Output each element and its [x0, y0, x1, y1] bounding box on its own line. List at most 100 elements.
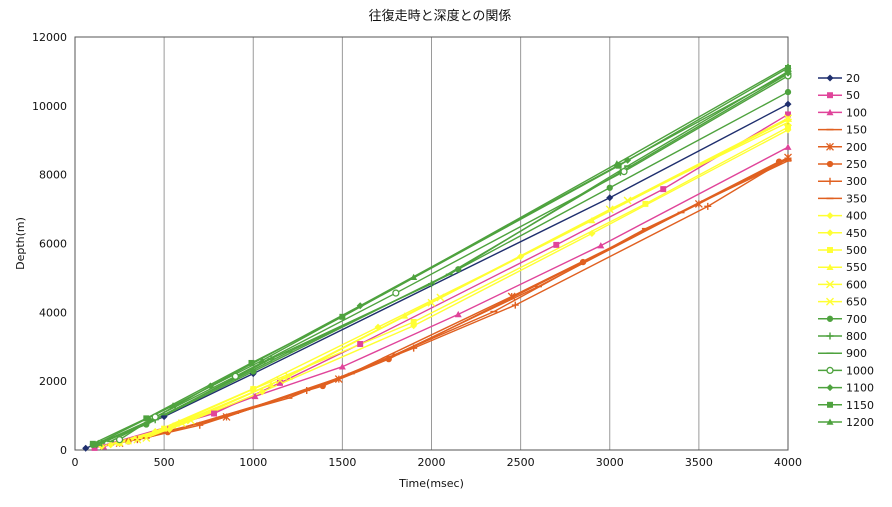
data-point: [410, 344, 418, 352]
data-point: [211, 410, 218, 417]
legend-marker: [826, 384, 834, 392]
data-point: [151, 413, 159, 421]
data-point: [785, 111, 791, 118]
series-line-550: [128, 118, 789, 443]
data-point: [454, 310, 462, 318]
data-point: [319, 382, 326, 390]
data-point: [143, 421, 150, 428]
x-axis-label: Time(msec): [398, 477, 464, 490]
data-point: [455, 266, 462, 273]
plot-area: [74, 36, 789, 451]
legend-marker: [826, 160, 834, 168]
series-lines: [85, 65, 789, 449]
data-point: [284, 372, 293, 381]
y-tick-label: 12000: [32, 31, 67, 44]
x-tick-label: 1500: [328, 456, 356, 469]
data-point: [251, 392, 259, 400]
data-point: [427, 298, 436, 307]
series-line-1150: [92, 67, 789, 445]
data-point: [613, 160, 621, 167]
x-tick-label: 3500: [685, 456, 713, 469]
data-point: [660, 186, 667, 193]
data-point: [91, 444, 98, 451]
data-point: [124, 437, 132, 445]
series-line-1200: [97, 65, 789, 444]
legend-marker: [827, 247, 833, 253]
legend-marker: [826, 74, 834, 82]
data-point: [357, 341, 364, 347]
data-point: [356, 302, 364, 310]
legend-entry: 1000: [846, 364, 874, 377]
legend-entry: 100: [846, 106, 867, 119]
data-point: [588, 216, 596, 224]
data-point: [597, 242, 605, 249]
x-tick-label: 500: [154, 456, 175, 469]
data-point: [277, 379, 283, 386]
data-point: [410, 273, 418, 281]
data-point: [89, 440, 96, 447]
grid: [163, 37, 700, 450]
legend-marker: [826, 366, 834, 375]
legend-marker: [827, 401, 833, 408]
legend-marker: [826, 297, 834, 306]
data-point: [151, 427, 159, 435]
data-point: [142, 433, 151, 442]
y-tick-label: 0: [60, 444, 67, 457]
data-point: [231, 372, 240, 380]
legend-marker: [827, 92, 833, 99]
data-point: [784, 88, 792, 96]
data-point: [374, 323, 382, 331]
data-point: [250, 386, 257, 393]
data-point: [775, 158, 783, 165]
legend-entry: 50: [846, 89, 860, 102]
data-point: [186, 416, 195, 425]
x-tick-label: 2000: [418, 456, 446, 469]
legend-entry: 1200: [846, 416, 874, 429]
data-point: [275, 376, 284, 385]
data-point: [784, 100, 792, 108]
legend-entry: 250: [846, 158, 867, 171]
data-point: [107, 441, 115, 449]
data-point: [385, 355, 392, 363]
data-point: [511, 301, 519, 309]
x-tick-label: 0: [72, 456, 79, 469]
legend-entry: 450: [846, 227, 867, 240]
x-tick-label: 2500: [507, 456, 535, 469]
data-point: [161, 425, 168, 432]
data-point: [258, 357, 266, 364]
data-point: [410, 318, 417, 325]
legend: 20 50 100 150 200 250 300 350 400 450 500 550 600 650…: [818, 72, 874, 429]
legend-entry: 500: [846, 244, 867, 257]
legend-marker: [826, 263, 834, 270]
data-point: [94, 439, 102, 446]
series-line-350: [146, 160, 789, 439]
data-point: [784, 69, 792, 77]
data-point: [428, 280, 435, 288]
x-tick-label: 1000: [239, 456, 267, 469]
legend-marker: [826, 229, 834, 237]
data-point: [623, 196, 632, 205]
y-tick-label: 2000: [39, 375, 67, 388]
legend-entry: 700: [846, 313, 867, 326]
data-point: [169, 422, 177, 429]
data-point: [133, 435, 142, 444]
data-point: [338, 363, 346, 370]
data-point: [169, 402, 177, 409]
series-line-650: [146, 121, 789, 439]
data-point: [248, 359, 255, 366]
data-point: [620, 167, 628, 176]
y-axis-label: Depth(m): [14, 217, 27, 270]
legend-marker: [826, 142, 834, 151]
legend-marker: [826, 332, 834, 340]
legend-marker: [826, 315, 834, 322]
data-point: [177, 419, 186, 428]
series-line-150: [110, 158, 789, 446]
x-tick-label: 4000: [774, 456, 802, 469]
x-tick-label: 3000: [596, 456, 624, 469]
series-markers: [82, 62, 792, 452]
data-point: [588, 230, 596, 238]
data-point: [392, 289, 400, 297]
data-point: [334, 375, 343, 384]
legend-entry: 150: [846, 124, 867, 137]
